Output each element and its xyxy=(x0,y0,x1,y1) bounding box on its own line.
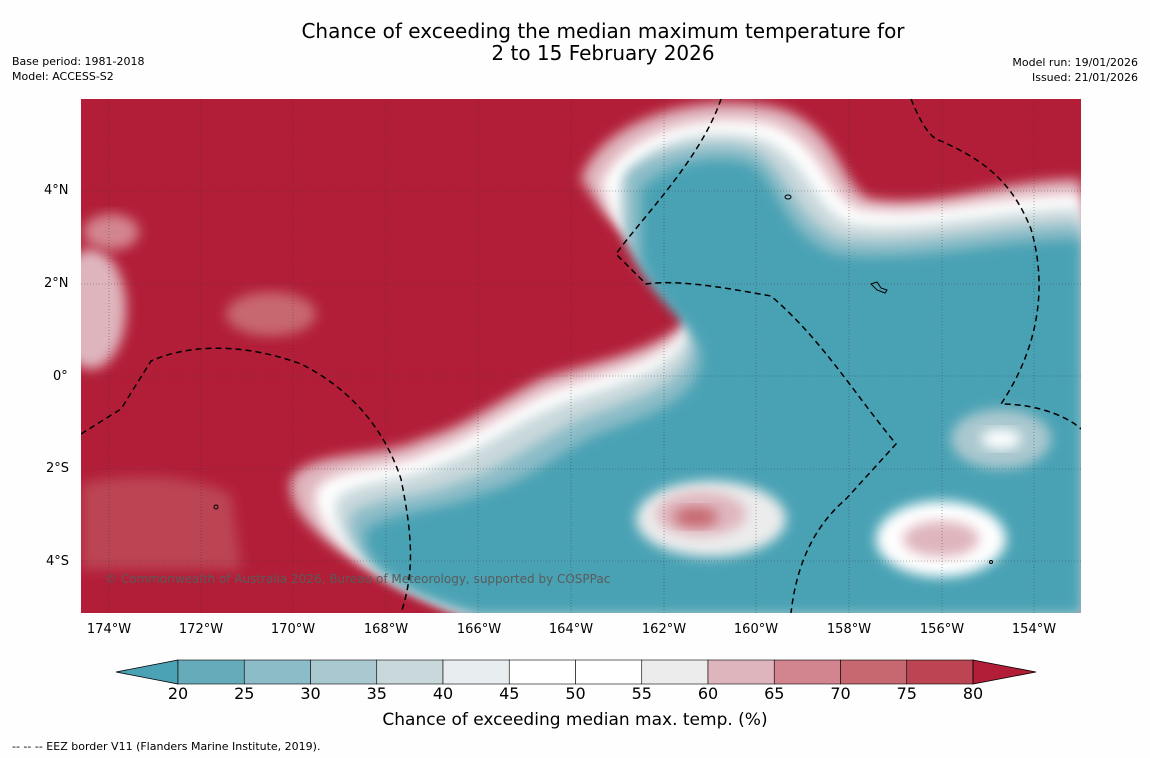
colorbar-tick: 65 xyxy=(764,684,785,703)
lon-tick: 174°W xyxy=(86,622,132,637)
model-run: Model run: 19/01/2026 xyxy=(1012,56,1138,69)
colorbar-tick: 40 xyxy=(432,684,454,703)
colorbar-segment xyxy=(442,659,510,685)
cool-anomaly-band xyxy=(81,102,1081,613)
colorbar-segment xyxy=(707,659,775,685)
metadata-right: Model run: 19/01/2026 Issued: 21/01/2026 xyxy=(1012,55,1138,85)
metadata-left: Base period: 1981-2018 Model: ACCESS-S2 xyxy=(12,54,144,84)
lon-tick: 156°W xyxy=(919,622,965,637)
colorbar-segment xyxy=(243,659,311,685)
colorbar-segment xyxy=(177,659,245,685)
lat-tick: 2°S xyxy=(46,461,70,476)
lon-tick: 164°W xyxy=(548,622,594,637)
colorbar-tick: 50 xyxy=(565,684,586,703)
colorbar-tick: 35 xyxy=(366,684,387,703)
islands xyxy=(213,194,993,564)
map-canvas xyxy=(81,99,1081,613)
colorbar-extend-low xyxy=(115,659,179,685)
base-period: Base period: 1981-2018 xyxy=(12,55,145,68)
lon-tick: 166°W xyxy=(456,622,502,637)
lon-tick: 172°W xyxy=(178,622,224,637)
lat-tick: 0° xyxy=(53,369,68,384)
lon-tick: 162°W xyxy=(641,622,687,637)
lon-tick: 168°W xyxy=(363,622,409,637)
colorbar-segment xyxy=(310,659,378,685)
colorbar-scale xyxy=(115,659,1037,685)
colorbar-extend-high xyxy=(972,659,1037,685)
colorbar-tick: 80 xyxy=(962,684,984,703)
colorbar-tick: 60 xyxy=(697,684,719,703)
title-line-1: Chance of exceeding the median maximum t… xyxy=(301,19,905,43)
lon-tick: 154°W xyxy=(1011,622,1057,637)
lat-tick: 2°N xyxy=(44,276,69,291)
colorbar xyxy=(115,659,1037,689)
model-name: Model: ACCESS-S2 xyxy=(12,70,114,83)
colorbar-segment xyxy=(641,659,709,685)
colorbar-tick: 20 xyxy=(167,684,189,703)
lat-tick: 4°S xyxy=(46,554,70,569)
colorbar-segment xyxy=(575,659,643,685)
colorbar-tick: 25 xyxy=(234,684,255,703)
colorbar-tick: 70 xyxy=(830,684,851,703)
lat-tick: 4°N xyxy=(44,183,69,198)
eez-legend: -- -- -- EEZ border V11 (Flanders Marine… xyxy=(12,740,321,753)
colorbar-label: Chance of exceeding median max. temp. (%… xyxy=(382,710,768,730)
issued-date: Issued: 21/01/2026 xyxy=(1031,71,1138,84)
colorbar-segment xyxy=(906,659,974,685)
colorbar-tick: 30 xyxy=(300,684,321,703)
lon-tick: 160°W xyxy=(733,622,779,637)
colorbar-segment xyxy=(508,659,576,685)
forecast-map xyxy=(81,99,1081,613)
colorbar-segment xyxy=(840,659,908,685)
title-line-2: 2 to 15 February 2026 xyxy=(491,41,715,65)
colorbar-tick: 75 xyxy=(896,684,917,703)
colorbar-segment xyxy=(376,659,444,685)
colorbar-tick: 45 xyxy=(499,684,520,703)
copyright-notice: © Commonwealth of Australia 2026, Bureau… xyxy=(105,572,611,586)
eez-borders xyxy=(81,99,1081,613)
colorbar-segment xyxy=(773,659,841,685)
lon-tick: 158°W xyxy=(826,622,872,637)
colorbar-tick: 55 xyxy=(631,684,652,703)
chart-title: Chance of exceeding the median maximum t… xyxy=(0,20,1150,64)
lon-tick: 170°W xyxy=(270,622,316,637)
